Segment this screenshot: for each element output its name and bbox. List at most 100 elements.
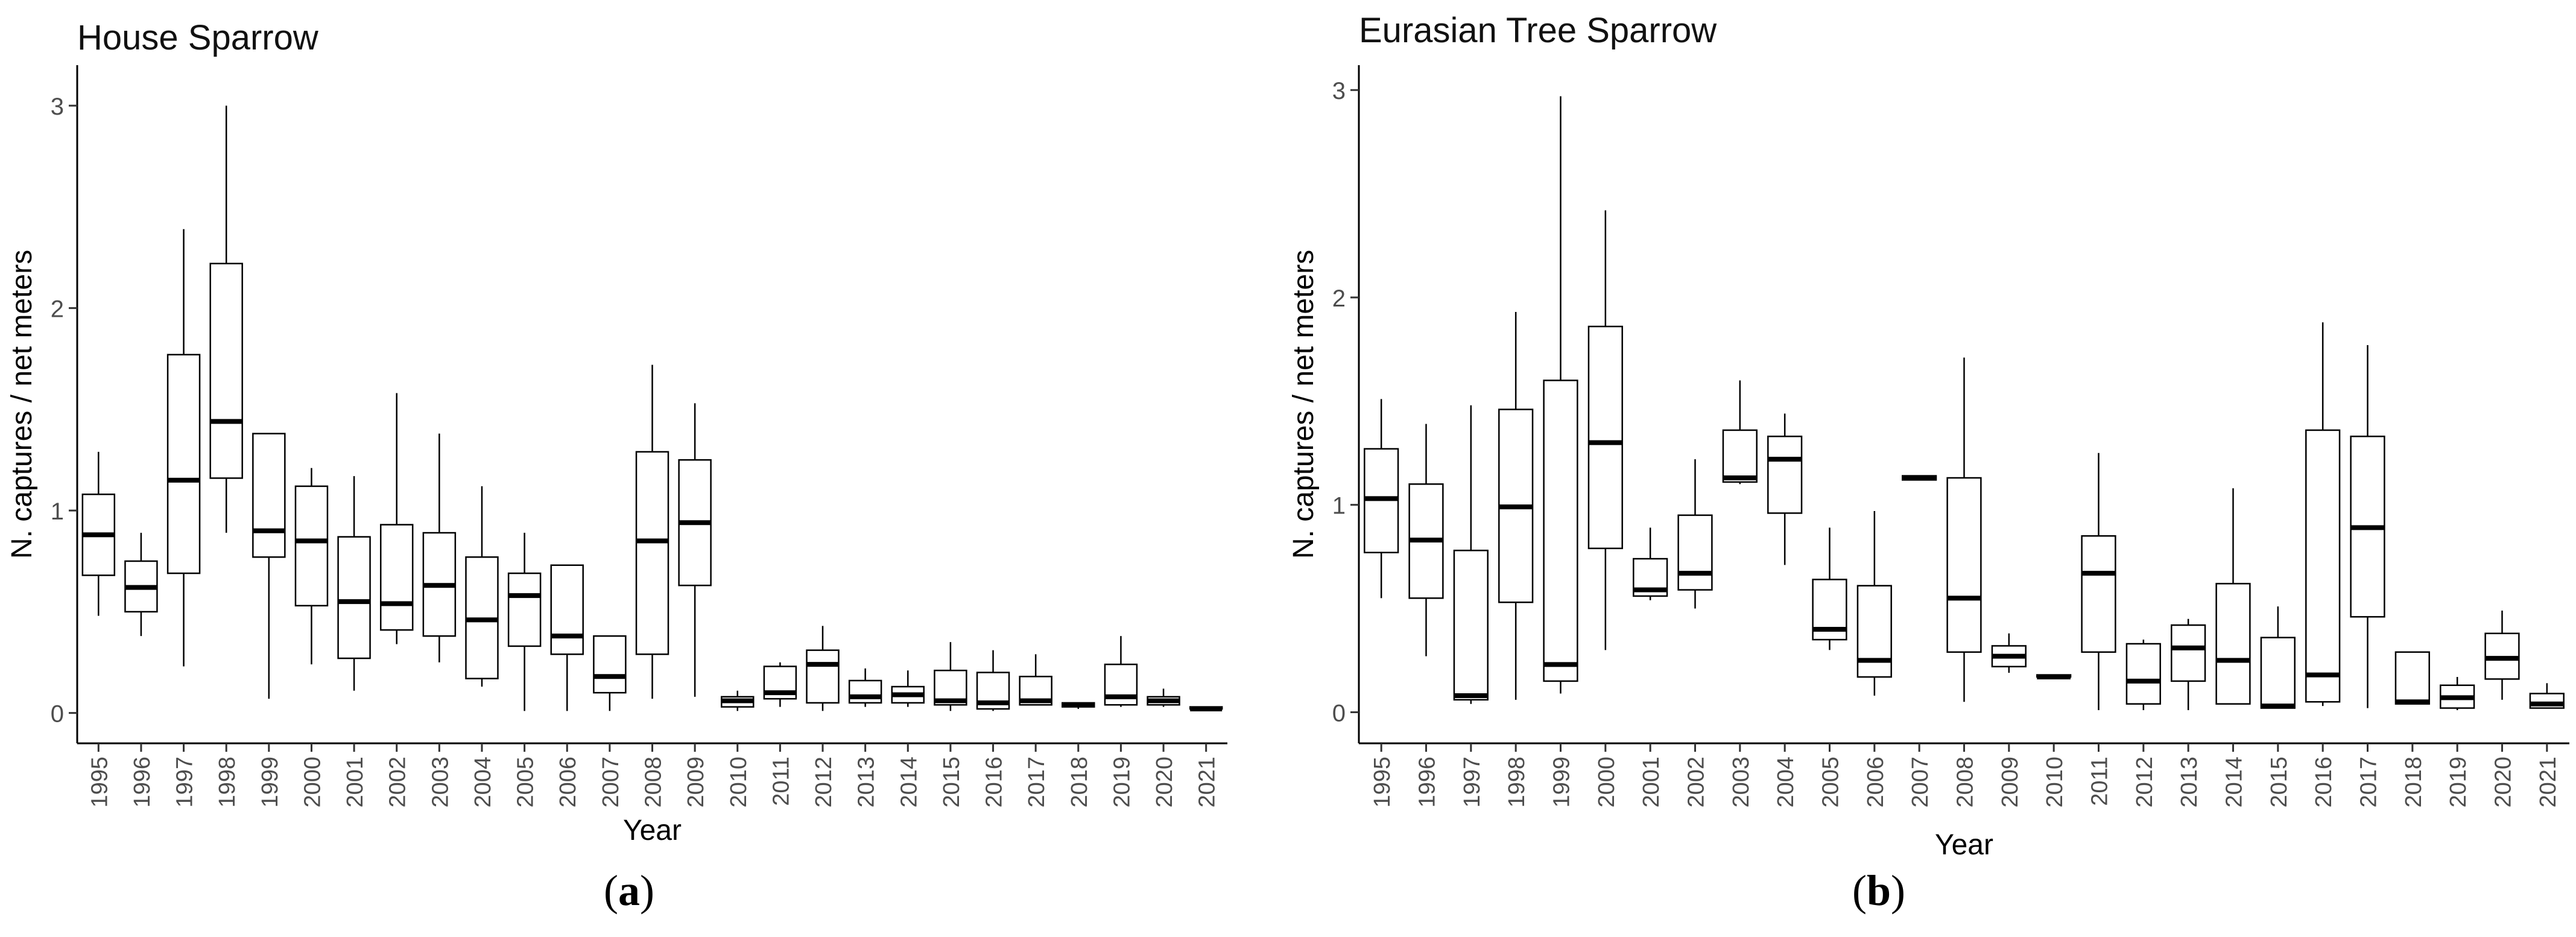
box-2004 (1767, 413, 1803, 565)
box-1995 (1364, 399, 1399, 599)
box-2013 (2171, 618, 2206, 711)
iqr-box (337, 536, 371, 659)
x-tick-label: 2007 (598, 757, 624, 808)
box-1997 (1453, 405, 1489, 704)
x-tick-label: 2010 (2042, 757, 2068, 808)
box-2017 (1019, 654, 1052, 706)
x-tick-label: 2018 (2401, 757, 2426, 808)
box-2008 (635, 364, 669, 699)
x-tick-label: 2003 (428, 757, 453, 808)
box-2012 (2125, 640, 2161, 711)
x-tick-label: 2018 (1067, 757, 1092, 808)
x-tick-label: 2019 (2446, 757, 2471, 808)
x-tick-label: 2005 (1818, 757, 1844, 808)
box-2005 (507, 533, 542, 711)
y-axis-label: N. captures / net meters (1288, 250, 1320, 559)
y-tick-label: 3 (1332, 78, 1346, 104)
iqr-box (209, 262, 243, 479)
box-2009 (1991, 633, 2027, 673)
x-tick-label: 1995 (87, 757, 112, 808)
box-2013 (848, 668, 882, 707)
x-tick-label: 2004 (1773, 757, 1799, 808)
box-2017 (2350, 345, 2385, 708)
x-tick-label: 2019 (1109, 757, 1135, 808)
x-tick-label: 2003 (1729, 757, 1754, 808)
x-tick-label: 2000 (300, 757, 325, 808)
x-tick-label: 2014 (2222, 757, 2247, 808)
panel-a: House Sparrow 0 1 2 3 N. captures / net meter… (6, 18, 1227, 915)
panel-b: Eurasian Tree Sparrow 0 1 2 3 N. captures / n… (1288, 0, 2576, 937)
iqr-box (252, 433, 286, 558)
box-2011 (763, 662, 797, 707)
x-tick-label: 2021 (1195, 757, 1220, 808)
box-1995 (81, 451, 116, 616)
box-2020 (1147, 688, 1180, 707)
x-tick-label: 2001 (1639, 757, 1664, 808)
y-tick-label: 1 (51, 498, 64, 525)
box-1999 (1543, 96, 1578, 694)
x-tick-label: 2020 (2491, 757, 2516, 808)
box-2000 (1587, 210, 1623, 650)
x-axis-label: Year (623, 815, 682, 846)
box-2016 (976, 650, 1010, 711)
box-2015 (934, 642, 967, 711)
x-tick-label: 2009 (683, 757, 709, 808)
box-1999 (252, 433, 286, 699)
x-tick-label: 2012 (2132, 757, 2157, 808)
box-2009 (678, 403, 712, 697)
iqr-box (1587, 325, 1623, 550)
iqr-box (1453, 550, 1489, 701)
x-tick-label: 2010 (726, 757, 752, 808)
iqr-box (635, 451, 669, 655)
iqr-box (2081, 535, 2116, 653)
x-tick-label: 2006 (1863, 757, 1888, 808)
box-2003 (1722, 380, 1758, 484)
x-tick-label: 2015 (939, 757, 964, 808)
box-2002 (1677, 459, 1713, 609)
iqr-box (507, 572, 542, 647)
x-tick-label: 1996 (1415, 757, 1440, 808)
box-2018 (2394, 651, 2430, 705)
iqr-box (1677, 514, 1713, 591)
box-2021 (2529, 683, 2565, 709)
box-1998 (1498, 312, 1534, 700)
box-2018 (1062, 702, 1095, 709)
box-2008 (1946, 357, 1982, 702)
x-tick-label: 2001 (343, 757, 368, 808)
box-1996 (1408, 424, 1444, 656)
x-tick-label: 1996 (130, 757, 155, 808)
box-2016 (2305, 322, 2341, 707)
x-tick-label: 2021 (2536, 757, 2561, 808)
x-tick-label: 2013 (2177, 757, 2202, 808)
y-tick-label: 0 (51, 701, 64, 728)
x-tick-label: 2013 (854, 757, 879, 808)
box-2007 (593, 635, 627, 711)
iqr-box (1543, 380, 1578, 682)
y-tick-label: 1 (1332, 493, 1346, 519)
box-2010 (721, 690, 755, 711)
y-tick-label: 2 (51, 296, 64, 323)
x-tick-label: 2017 (1024, 757, 1049, 808)
chart-title: Eurasian Tree Sparrow (1359, 11, 1717, 50)
x-tick-label: 2017 (2356, 757, 2382, 808)
iqr-box (166, 354, 201, 574)
box-2011 (2081, 453, 2116, 711)
iqr-box (1767, 436, 1803, 514)
box-2004 (465, 486, 499, 687)
box-2005 (1812, 527, 1847, 650)
iqr-box (1856, 585, 1892, 678)
iqr-box (550, 564, 584, 655)
x-tick-label: 1998 (1504, 757, 1530, 808)
x-tick-label: 1997 (1460, 757, 1485, 808)
x-tick-label: 2005 (513, 757, 539, 808)
box-1996 (124, 533, 158, 637)
box-2002 (379, 393, 414, 644)
box-2000 (294, 468, 329, 665)
x-tick-label: 1999 (258, 757, 283, 808)
caption-b: (b) (1852, 866, 1906, 915)
x-tick-label: 2002 (1684, 757, 1709, 808)
iqr-box (294, 485, 329, 607)
iqr-box (806, 649, 840, 704)
iqr-box (593, 635, 627, 694)
box-2021 (1189, 706, 1223, 711)
